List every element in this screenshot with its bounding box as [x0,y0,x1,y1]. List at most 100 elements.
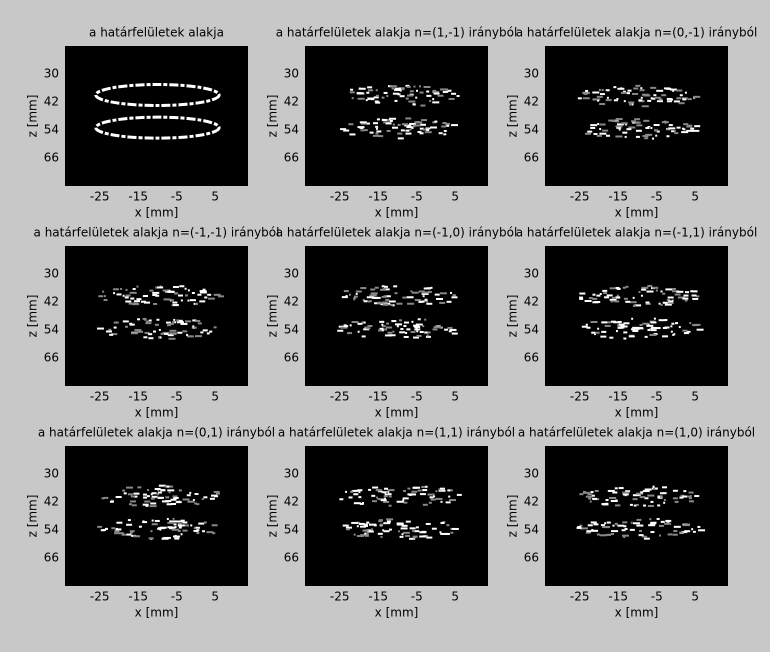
speckle [363,523,368,526]
speckle [342,524,349,527]
speckle [371,500,377,503]
speckle [579,493,584,496]
speckle [357,330,360,333]
speckle [419,535,427,538]
y-tick-label: 42 [44,495,59,509]
x-tick-label: -5 [651,190,663,204]
speckle [442,122,447,125]
speckle [396,523,404,526]
speckle [178,526,182,529]
speckle [414,298,421,301]
speckle [195,319,201,322]
speckle [192,499,195,502]
speckle [451,332,458,335]
speckle [664,522,672,525]
speckle [148,319,152,322]
speckle [613,99,618,102]
speckle [391,320,397,323]
speckle [152,291,160,294]
speckle [665,519,672,522]
speckle [388,495,392,498]
x-tick-label: -25 [570,590,590,604]
speckle [389,303,393,306]
speckle [108,328,112,331]
speckle [632,494,639,497]
speckle [343,290,349,293]
x-tick-label: -15 [368,590,388,604]
speckle [358,496,362,499]
speckle [115,528,122,531]
speckle [172,286,179,289]
speckle [169,329,177,332]
speckle [144,331,150,334]
speckle [596,533,600,536]
speckle [628,126,636,129]
y-tick-label: 42 [284,295,299,309]
speckle [634,304,642,307]
speckle [645,301,650,304]
speckle [592,497,598,500]
speckle [423,85,431,88]
speckle [631,120,637,123]
speckle [618,487,624,490]
speckle [194,526,200,529]
speckle [681,131,689,134]
speckle [636,124,643,127]
speckle [396,500,404,503]
speckle [667,302,674,305]
image-area [305,46,488,186]
x-tick-label: -15 [128,390,148,404]
speckle [365,99,368,102]
speckle [387,489,395,492]
speckle [158,328,161,331]
speckle [616,296,621,299]
speckle [424,485,428,488]
speckle [178,489,182,492]
speckle [151,519,154,522]
speckle [369,131,374,134]
speckle [172,321,175,324]
speckle [349,133,356,136]
speckle [407,487,411,490]
speckle [383,295,387,298]
speckle [98,295,104,298]
speckle [602,289,608,292]
speckle [424,298,428,301]
plot-title: a határfelületek alakja n=(-1,0) iránybó… [276,226,518,240]
speckle [402,497,409,500]
speckle [446,524,450,527]
speckle [150,497,155,500]
speckle [419,330,424,333]
speckle [101,497,105,500]
speckle [658,534,661,537]
x-tick-label: -25 [90,190,110,204]
speckle [399,89,402,92]
speckle [616,126,622,129]
speckle [399,95,405,98]
speckle [441,125,447,128]
speckle [405,132,412,135]
speckle [617,320,622,323]
speckle [386,129,391,132]
speckle [366,296,374,299]
speckle [360,534,366,537]
speckle [148,337,154,340]
speckle [617,123,625,126]
speckle [204,296,208,299]
speckle [597,327,600,330]
speckle [394,88,401,91]
speckle [451,124,459,127]
speckle [351,321,359,324]
speckle [144,500,151,503]
speckle [405,97,409,100]
speckle [632,304,636,307]
speckle [415,96,418,99]
speckle [158,484,166,487]
speckle [610,300,614,303]
speckle [657,504,661,507]
speckle [196,532,200,535]
speckle [369,523,377,526]
speckle [202,530,206,533]
speckle [349,324,352,327]
speckle [185,320,192,323]
